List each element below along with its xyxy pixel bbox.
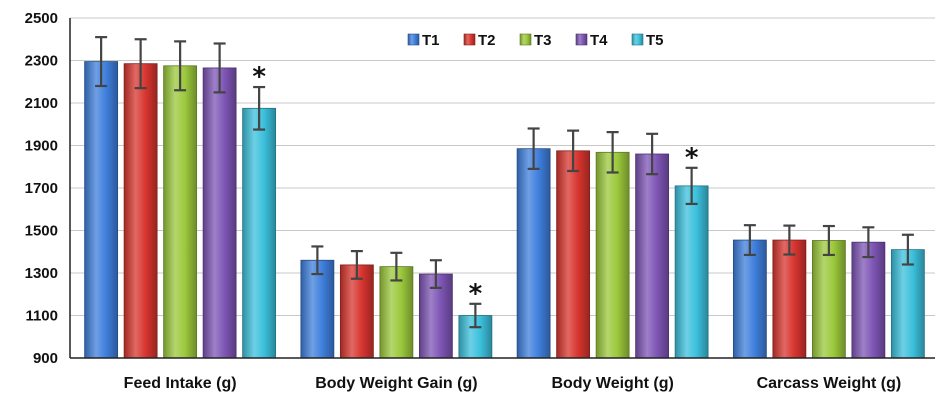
x-category-label: Carcass Weight (g) [757, 375, 902, 392]
bar-t2-carcass-weight-g [772, 239, 807, 359]
bar-t1-body-weight-g [516, 148, 551, 359]
legend-label-t2: T2 [478, 32, 496, 49]
legend-label-t4: T4 [590, 32, 608, 49]
bar-t4-carcass-weight-g [851, 241, 886, 359]
y-tick-label: 900 [33, 350, 58, 367]
x-category-label: Body Weight Gain (g) [315, 375, 477, 392]
bar-t2-body-weight-g [556, 150, 591, 359]
bars [84, 61, 925, 359]
legend-label-t1: T1 [422, 32, 440, 49]
bar-t1-carcass-weight-g [732, 239, 767, 359]
y-tick-label: 2100 [25, 95, 58, 112]
legend-swatch-t4 [575, 33, 588, 46]
x-category-label: Feed Intake (g) [124, 375, 237, 392]
bar-t1-body-weight-gain-g [300, 259, 335, 359]
bar-t2-feed-intake-g [123, 63, 158, 359]
legend-swatch-t3 [519, 33, 532, 46]
bar-t5-body-weight-g [674, 185, 709, 359]
x-category-label: Body Weight (g) [551, 375, 673, 392]
significance-marker: * [252, 62, 266, 92]
legend-label-t5: T5 [646, 32, 664, 49]
y-tick-label: 1300 [25, 265, 58, 282]
y-tick-label: 2300 [25, 53, 58, 70]
y-tick-label: 1900 [25, 138, 58, 155]
bar-t1-feed-intake-g [84, 61, 119, 359]
error-bars: * * * [95, 36, 914, 329]
bar-t3-body-weight-g [595, 151, 630, 359]
significance-marker: * [685, 143, 699, 173]
significance-marker: * [469, 279, 483, 309]
legend-swatch-t2 [463, 33, 476, 46]
bar-t5-carcass-weight-g [890, 249, 925, 359]
legend: T1 T2 T3 T4 T5 [407, 32, 664, 49]
legend-swatch-t1 [407, 33, 420, 46]
y-tick-label: 1100 [25, 308, 58, 325]
bar-t4-feed-intake-g [202, 67, 237, 359]
bar-t4-body-weight-g [635, 153, 670, 359]
axes: 900 1100 1300 1500 1700 1900 2100 2300 2500 Feed … [25, 10, 935, 392]
legend-label-t3: T3 [534, 32, 552, 49]
bar-t3-feed-intake-g [163, 65, 198, 359]
legend-swatch-t5 [631, 33, 644, 46]
y-tick-label: 2500 [25, 10, 58, 27]
bar-t3-carcass-weight-g [811, 240, 846, 359]
bar-t5-feed-intake-g [242, 107, 277, 359]
y-tick-label: 1700 [25, 180, 58, 197]
y-tick-label: 1500 [25, 223, 58, 240]
